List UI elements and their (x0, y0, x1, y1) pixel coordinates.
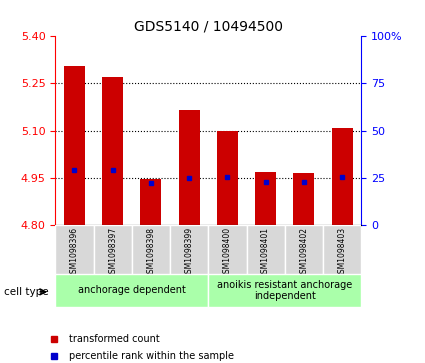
Text: GSM1098397: GSM1098397 (108, 227, 117, 278)
Bar (94, 225, 132, 274)
Title: GDS5140 / 10494500: GDS5140 / 10494500 (134, 20, 283, 34)
Text: transformed count: transformed count (69, 334, 159, 344)
Bar (102, 77, 123, 225)
Text: GSM1098398: GSM1098398 (146, 227, 156, 278)
Bar (178, 110, 200, 225)
Text: GSM1098402: GSM1098402 (299, 227, 309, 278)
Text: GSM1098400: GSM1098400 (223, 227, 232, 278)
Bar (293, 173, 314, 225)
Bar (55, 274, 208, 307)
Bar (285, 225, 323, 274)
Text: GSM1098399: GSM1098399 (184, 227, 194, 278)
Bar (332, 127, 353, 225)
Text: anoikis resistant anchorage
independent: anoikis resistant anchorage independent (217, 280, 352, 301)
Bar (217, 131, 238, 225)
Bar (208, 274, 361, 307)
Bar (140, 179, 162, 225)
Bar (55, 225, 94, 274)
Bar (132, 225, 170, 274)
Bar (170, 225, 208, 274)
Text: GSM1098396: GSM1098396 (70, 227, 79, 278)
Text: cell type: cell type (4, 287, 49, 297)
Text: anchorage dependent: anchorage dependent (78, 285, 186, 295)
Bar (255, 172, 276, 225)
Bar (323, 225, 361, 274)
Text: GSM1098401: GSM1098401 (261, 227, 270, 278)
Text: GSM1098403: GSM1098403 (337, 227, 347, 278)
Bar (246, 225, 285, 274)
Bar (64, 66, 85, 225)
Bar (208, 225, 246, 274)
Text: percentile rank within the sample: percentile rank within the sample (69, 351, 234, 361)
